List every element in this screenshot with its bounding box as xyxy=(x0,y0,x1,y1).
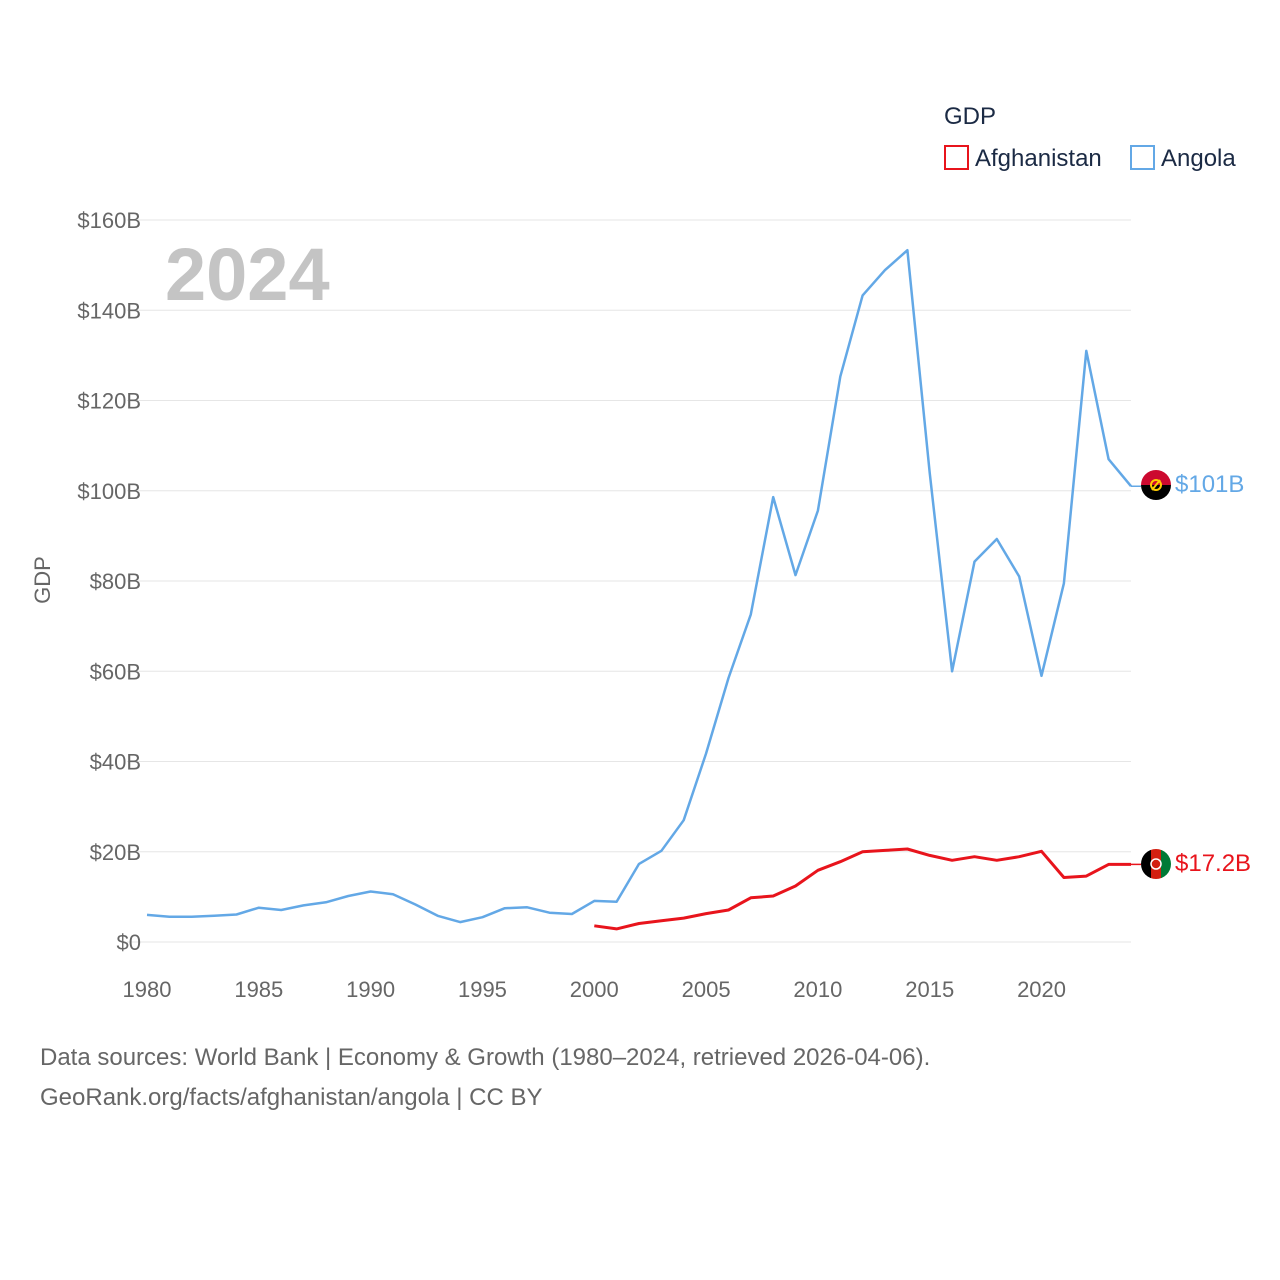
y-tick-label: $0 xyxy=(117,930,141,955)
x-tick-label: 2015 xyxy=(905,977,954,1002)
legend: GDP Afghanistan Angola xyxy=(944,103,1236,172)
legend-swatch-afghanistan[interactable] xyxy=(944,145,969,170)
afghanistan-end-value-label: $17.2B xyxy=(1175,850,1251,877)
legend-label-afghanistan[interactable]: Afghanistan xyxy=(975,145,1102,172)
x-tick-label: 1990 xyxy=(346,977,395,1002)
y-tick-label: $120B xyxy=(77,389,141,414)
gridlines xyxy=(127,219,1131,943)
footer-sources: Data sources: World Bank | Economy & Gro… xyxy=(40,1044,931,1071)
y-tick-label: $160B xyxy=(77,208,141,233)
y-tick-label: $140B xyxy=(77,298,141,323)
angola-end-value-label: $101B xyxy=(1175,471,1244,498)
x-tick-label: 1985 xyxy=(234,977,283,1002)
y-tick-label: $80B xyxy=(90,569,141,594)
x-tick-label: 2010 xyxy=(793,977,842,1002)
x-tick-label: 2020 xyxy=(1017,977,1066,1002)
legend-title: GDP xyxy=(944,103,996,130)
y-tick-label: $60B xyxy=(90,659,141,684)
series-line-angola[interactable] xyxy=(146,248,1132,924)
year-watermark: 2024 xyxy=(165,233,330,316)
x-tick-label: 2005 xyxy=(682,977,731,1002)
x-tick-label: 1995 xyxy=(458,977,507,1002)
y-tick-label: $100B xyxy=(77,479,141,504)
y-tick-label: $40B xyxy=(90,750,141,775)
legend-swatch-angola[interactable] xyxy=(1130,145,1155,170)
legend-label-angola[interactable]: Angola xyxy=(1161,145,1236,172)
y-axis-ticks: $0 $20B $40B $60B $80B $100B $120B $140B $160B xyxy=(77,208,141,955)
y-tick-label: $20B xyxy=(90,840,141,865)
afghanistan-flag-icon xyxy=(1141,849,1171,879)
x-axis-ticks: 1980 1985 1990 1995 2000 2005 2010 2015 2020 xyxy=(123,977,1066,1002)
y-axis-label: GDP xyxy=(30,556,55,604)
angola-flag-icon xyxy=(1141,470,1171,500)
series-lines xyxy=(146,248,1141,931)
x-tick-label: 2000 xyxy=(570,977,619,1002)
x-tick-label: 1980 xyxy=(123,977,172,1002)
footer-credit: GeoRank.org/facts/afghanistan/angola | C… xyxy=(40,1084,543,1111)
series-line-afghanistan[interactable] xyxy=(594,847,1131,931)
